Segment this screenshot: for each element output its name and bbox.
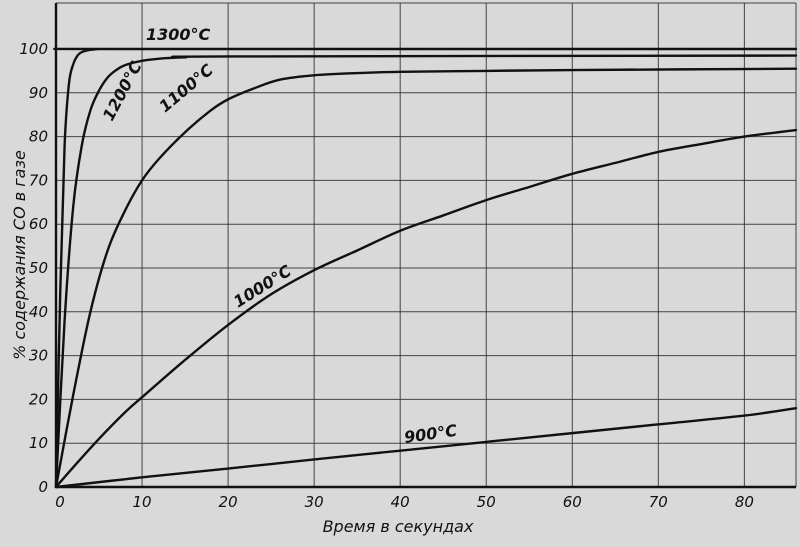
x-tick-label: 80 xyxy=(735,493,754,511)
series-label: 1200°C xyxy=(99,58,146,124)
x-tick-label: 30 xyxy=(305,493,324,511)
y-tick-label: 50 xyxy=(29,259,48,277)
series-group xyxy=(53,47,798,489)
x-tick-label: 70 xyxy=(649,493,668,511)
y-tick-label: 70 xyxy=(29,171,48,189)
y-tick-label: 30 xyxy=(29,347,48,365)
axes xyxy=(54,3,796,489)
x-tick-label: 50 xyxy=(477,493,496,511)
y-tick-label: 100 xyxy=(19,40,48,58)
x-tick-label: 20 xyxy=(219,493,238,511)
tick-labels: 0 10 20 30 40 50 60 70 80 90 100 0 10 20 30 40 50 60 70 80 xyxy=(19,40,754,511)
grid xyxy=(56,2,797,487)
y-tick-label: 90 xyxy=(29,84,48,102)
x-axis-title: Время в секундах xyxy=(323,517,474,536)
y-tick-label: 40 xyxy=(29,303,48,321)
series-label: 1300°C xyxy=(146,25,211,44)
x-tick-label: 10 xyxy=(132,493,151,511)
x-tick-label: 40 xyxy=(391,493,410,511)
series-line-1100 xyxy=(54,67,798,489)
series-line-1200 xyxy=(54,54,798,489)
x-tick-label: 0 xyxy=(55,493,65,511)
y-tick-label: 80 xyxy=(29,128,48,146)
y-axis-title: % содержания CO в газе xyxy=(10,150,29,360)
series-line-1300 xyxy=(53,47,798,489)
y-tick-label: 60 xyxy=(29,215,48,233)
y-tick-label: 20 xyxy=(29,390,48,408)
series-label: 1100°C xyxy=(155,60,217,116)
series-line-900 xyxy=(54,406,798,489)
series-line-1000 xyxy=(54,128,798,489)
x-tick-label: 60 xyxy=(563,493,582,511)
y-tick-label: 10 xyxy=(29,434,48,452)
y-tick-label: 0 xyxy=(38,478,48,496)
